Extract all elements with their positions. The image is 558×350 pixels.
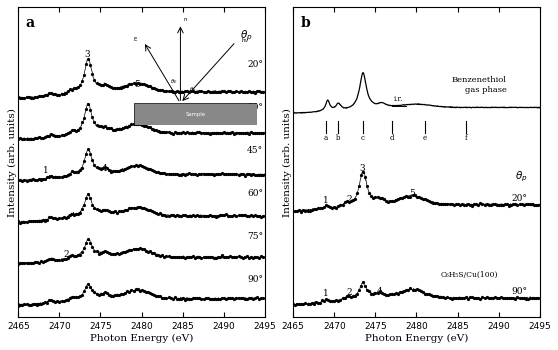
Text: 30°: 30° — [247, 103, 263, 112]
X-axis label: Photon Energy (eV): Photon Energy (eV) — [365, 334, 468, 343]
Text: e: e — [422, 134, 427, 142]
Text: 20°: 20° — [247, 60, 263, 69]
Text: 3: 3 — [84, 50, 90, 60]
Y-axis label: Intensity (arb. units): Intensity (arb. units) — [8, 108, 17, 217]
Text: i.r.: i.r. — [393, 94, 403, 103]
Text: 90°: 90° — [247, 275, 263, 284]
X-axis label: Photon Energy (eV): Photon Energy (eV) — [90, 334, 193, 343]
Text: b: b — [336, 134, 340, 142]
Text: $\theta_p$: $\theta_p$ — [240, 29, 253, 43]
Text: b: b — [301, 16, 310, 30]
Text: 1: 1 — [42, 166, 49, 175]
Text: 2: 2 — [347, 195, 352, 204]
Text: 75°: 75° — [247, 232, 263, 241]
Text: 20°: 20° — [512, 194, 527, 203]
Text: 3: 3 — [359, 164, 365, 173]
Text: d: d — [389, 134, 394, 142]
Text: 4: 4 — [377, 287, 382, 296]
Text: a: a — [324, 134, 328, 142]
Y-axis label: Intensity (arb. units): Intensity (arb. units) — [283, 108, 292, 217]
Text: $\theta_p$: $\theta_p$ — [514, 170, 527, 184]
Text: a: a — [26, 16, 35, 30]
Text: 4: 4 — [102, 164, 108, 174]
Text: 2: 2 — [63, 250, 69, 259]
Text: C₆H₅S/Cu(100): C₆H₅S/Cu(100) — [441, 271, 499, 279]
Text: Benzenethiol
gas phase: Benzenethiol gas phase — [452, 76, 507, 94]
Text: 5: 5 — [134, 80, 141, 89]
Text: 5: 5 — [410, 189, 415, 198]
Text: 1: 1 — [323, 289, 329, 298]
Text: 90°: 90° — [511, 287, 527, 296]
Text: 60°: 60° — [247, 189, 263, 198]
Text: 2: 2 — [347, 288, 352, 297]
Text: 45°: 45° — [247, 146, 263, 155]
Text: c: c — [361, 134, 365, 142]
Text: f: f — [464, 134, 467, 142]
Text: 1: 1 — [323, 196, 329, 204]
